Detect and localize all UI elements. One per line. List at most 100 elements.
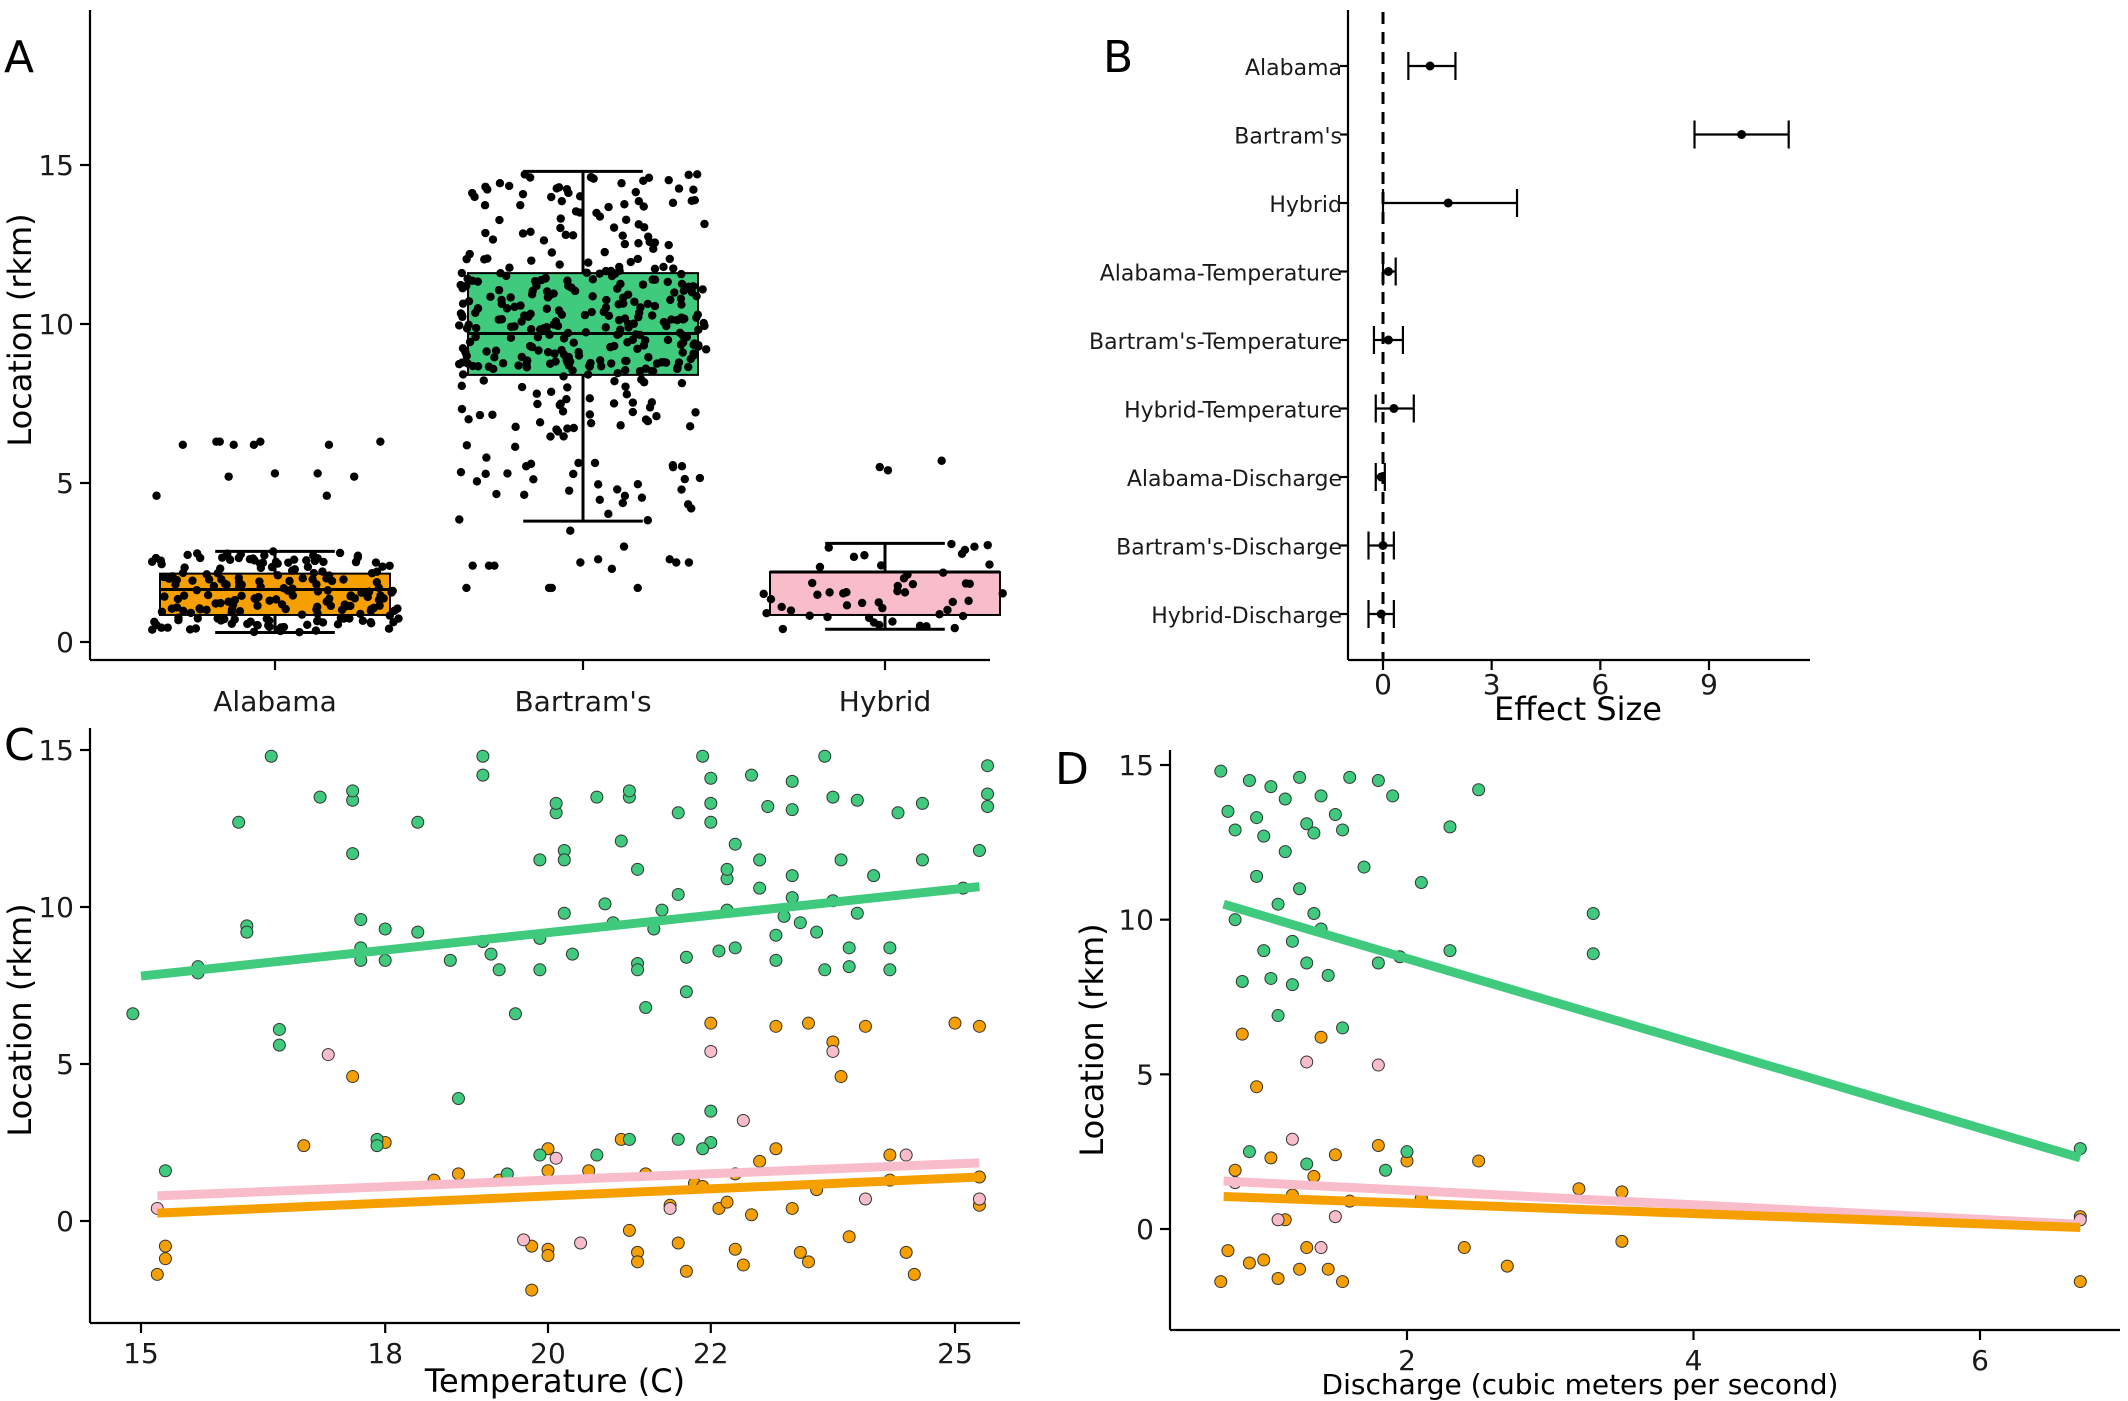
panel-a-y-tick-label: 5	[56, 467, 74, 500]
box-bartram-s-outlier-point	[619, 542, 629, 551]
box-bartram-s-jitter-point	[580, 310, 590, 320]
box-alabama-outlier-point	[270, 469, 280, 478]
box-alabama-jitter-point	[172, 603, 182, 612]
panel-c-point-bartram-s	[508, 1007, 522, 1021]
panel-d-point-bartram-s	[1314, 789, 1328, 803]
box-hybrid-jitter-point	[970, 542, 979, 551]
box-bartram-s-jitter-point	[534, 346, 543, 355]
box-alabama-jitter-point	[179, 606, 188, 616]
panel-c-point-alabama	[745, 1208, 758, 1222]
panel-d-point-bartram-s	[1300, 1157, 1314, 1171]
panel-c-point-bartram-s	[370, 1139, 384, 1153]
panel-d-fit-lines	[1222, 899, 2082, 1232]
box-bartram-s-jitter-point	[664, 240, 673, 250]
panel-d-point-alabama	[1300, 1241, 1314, 1255]
panel-d-point-alabama	[1472, 1154, 1486, 1168]
box-alabama-jitter-point	[367, 568, 377, 578]
box-bartram-s-jitter-point	[465, 337, 475, 347]
panel-c-point-alabama	[883, 1148, 897, 1162]
box-bartram-s-jitter-point	[684, 362, 693, 372]
box-bartram-s-outlier-point	[593, 555, 603, 564]
box-bartram-s-jitter-point	[458, 344, 468, 353]
panel-c-point-bartram-s	[378, 922, 392, 936]
box-bartram-s-jitter-point	[677, 378, 687, 388]
box-hybrid-jitter-point	[893, 586, 902, 596]
panel-d-point-alabama	[1271, 1271, 1285, 1285]
box-alabama-outlier-point	[249, 440, 259, 450]
box-bartram-s-jitter-point	[563, 328, 573, 338]
box-bartram-s-jitter-point	[462, 351, 471, 361]
box-hybrid-jitter-point	[958, 611, 968, 621]
box-bartram-s-jitter-point	[564, 486, 574, 495]
box-alabama-jitter-point	[371, 558, 381, 567]
box-bartram-s-jitter-point	[677, 462, 687, 471]
box-bartram-s-jitter-point	[547, 248, 557, 257]
box-hybrid-jitter-point	[888, 617, 897, 626]
box-bartram-s-jitter-point	[526, 341, 535, 351]
box-alabama-jitter-point	[234, 573, 243, 583]
box-bartram-s-jitter-point	[582, 268, 592, 277]
box-alabama-jitter-point	[224, 597, 233, 606]
box-bartram-s-jitter-point	[657, 358, 666, 367]
box-bartram-s-jitter-point	[595, 495, 604, 504]
panel-b-x-title: Effect Size	[1494, 690, 1662, 728]
box-bartram-s-jitter-point	[462, 254, 471, 264]
box-hybrid-jitter-point	[778, 624, 788, 634]
box-bartram-s-jitter-point	[665, 254, 674, 264]
box-bartram-s-jitter-point	[488, 235, 498, 244]
panel-d-point-bartram-s	[1443, 944, 1457, 958]
box-alabama-jitter-point	[279, 584, 288, 593]
box-bartram-s-jitter-point	[613, 284, 622, 293]
box-bartram-s-jitter-point	[634, 220, 643, 229]
panel-c-point-bartram-s	[842, 941, 856, 955]
box-hybrid-jitter-point	[805, 611, 814, 620]
panel-c-point-bartram-s	[679, 950, 693, 964]
box-alabama-jitter-point	[213, 614, 222, 623]
box-bartram-s-jitter-point	[606, 359, 616, 368]
panel-c-point-bartram-s	[867, 869, 881, 883]
box-bartram-s-jitter-point	[486, 292, 495, 301]
box-bartram-s-jitter-point	[588, 275, 598, 284]
panel-d-point-bartram-s	[1400, 1145, 1414, 1159]
panel-d-point-alabama	[1371, 1138, 1385, 1152]
panel-d-point-bartram-s	[1371, 956, 1385, 970]
panel-c-point-bartram-s	[671, 887, 685, 901]
box-bartram-s-jitter-point	[564, 281, 573, 291]
box-bartram-s-outlier-point	[672, 558, 681, 567]
box-bartram-s-jitter-point	[587, 307, 596, 317]
box-bartram-s-jitter-point	[483, 185, 492, 194]
box-bartram-s-outlier-point	[468, 561, 477, 570]
box-bartram-s-jitter-point	[494, 315, 503, 324]
panel-d-point-bartram-s	[1300, 817, 1314, 831]
box-bartram-s-jitter-point	[623, 290, 633, 299]
box-bartram-s-jitter-point	[614, 300, 623, 309]
panel-d-point-bartram-s	[1328, 807, 1342, 821]
box-alabama-jitter-point	[388, 586, 397, 596]
box-bartram-s-jitter-point	[621, 382, 630, 391]
box-alabama-jitter-point	[378, 562, 387, 571]
box-bartram-s-jitter-point	[663, 277, 672, 287]
box-alabama-jitter-point	[211, 599, 220, 608]
panel-d-y-tick-label: 15	[1118, 749, 1154, 782]
box-bartram-s-jitter-point	[462, 281, 471, 291]
box-hybrid-jitter-point	[938, 568, 948, 577]
box-alabama-jitter-point	[385, 561, 394, 570]
panel-c-point-hybrid	[549, 1151, 563, 1165]
box-bartram-s-jitter-point	[633, 479, 643, 489]
box-alabama-jitter-point	[255, 577, 264, 586]
panel-c-point-bartram-s	[826, 790, 840, 804]
box-bartram-s-jitter-point	[639, 341, 649, 350]
box-alabama-jitter-point	[276, 626, 285, 636]
panel-d-point-bartram-s	[1278, 792, 1292, 806]
box-bartram-s-jitter-point	[581, 328, 591, 337]
box-bartram-s-jitter-point	[520, 490, 529, 500]
box-alabama-jitter-point	[209, 581, 219, 591]
panel-c-point-bartram-s	[272, 1022, 286, 1036]
panel-c-point-bartram-s	[565, 947, 579, 961]
panel-c-x-tick-label: 20	[530, 1337, 566, 1370]
box-bartram-s-jitter-point	[550, 349, 559, 358]
box-hybrid-outlier-point	[875, 462, 884, 472]
panel-d: Location (rkm) Discharge (cubic meters p…	[1073, 749, 2120, 1401]
box-bartram-s-jitter-point	[601, 323, 611, 332]
box-bartram-s-jitter-point	[700, 219, 709, 229]
